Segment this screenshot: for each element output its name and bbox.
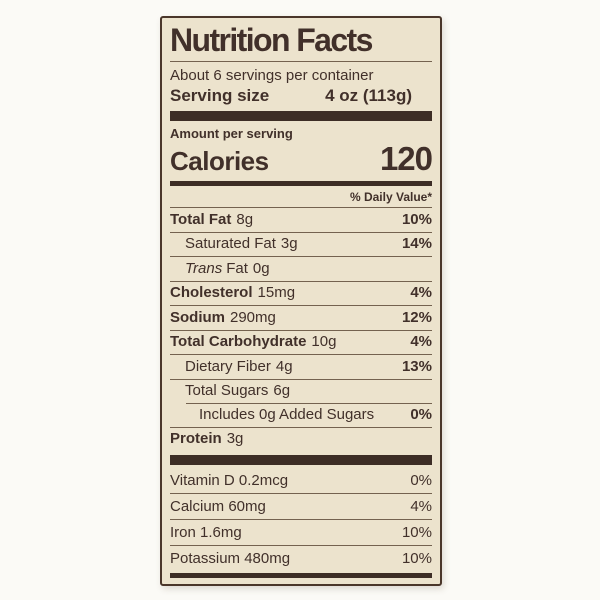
- nutrient-name: Sodium: [170, 308, 225, 326]
- divider-thick-protein: [170, 455, 432, 466]
- nutrient-amount: 3g: [280, 235, 298, 253]
- nutrient-amount: 10g: [311, 333, 337, 351]
- serving-size-label: Serving size: [170, 86, 270, 106]
- vitamin-name: Potassium 480mg: [170, 549, 291, 567]
- footnote-text: The % Daily Value (DV) tells you how muc…: [177, 583, 432, 584]
- nutrient-row: Trans Fat 0g: [170, 256, 432, 281]
- nutrient-amount: 3g: [226, 430, 244, 448]
- nutrient-name: Saturated Fat: [185, 235, 276, 253]
- vitamin-daily-value: 0%: [410, 471, 432, 489]
- nutrient-row: Includes 0g Added Sugars 0%: [170, 403, 432, 427]
- nutrient-daily-value: 13%: [401, 357, 432, 375]
- nutrient-name: Dietary Fiber: [185, 357, 271, 375]
- nutrient-row: Cholesterol 15mg 4%: [170, 280, 432, 306]
- calories-label: Calories: [170, 146, 269, 177]
- nutrient-amount: 6g: [273, 382, 291, 400]
- nutrient-name: Total Carbohydrate: [170, 333, 307, 351]
- nutrient-row: Saturated Fat 3g 14%: [170, 231, 432, 257]
- nutrition-facts-label: Nutrition Facts About 6 servings per con…: [160, 16, 442, 586]
- nutrient-amount: 4g: [275, 357, 293, 375]
- nutrient-row: Protein 3g: [170, 426, 432, 452]
- vitamin-name: Calcium 60mg: [170, 497, 266, 515]
- vitamin-name: Vitamin D 0.2mcg: [170, 471, 289, 489]
- nutrient-row: Total Sugars 6g: [170, 378, 432, 404]
- nutrient-row: Sodium 290mg 12%: [170, 305, 432, 330]
- divider-medium-calories: [170, 181, 432, 187]
- nutrient-daily-value: 10%: [401, 210, 432, 228]
- nutrient-name-italic: Trans: [185, 259, 223, 277]
- daily-value-header: % Daily Value*: [349, 190, 432, 205]
- nutrient-row: Total Fat 8g 10%: [170, 207, 432, 232]
- nutrient-daily-value: 14%: [401, 235, 432, 253]
- nutrient-row: Dietary Fiber 4g 13%: [170, 354, 432, 379]
- nutrient-daily-value: 0%: [410, 405, 432, 423]
- serving-size-row: Serving size 4 oz (113g): [170, 85, 432, 107]
- amount-per-serving: Amount per serving: [170, 126, 293, 142]
- vitamin-daily-value: 10%: [401, 523, 432, 541]
- vitamin-name: Iron 1.6mg: [170, 523, 242, 541]
- calories-value: 120: [379, 140, 433, 178]
- divider-thick-top: [170, 111, 432, 122]
- vitamin-row: Calcium 60mg 4%: [170, 494, 432, 521]
- vitamin-row: Iron 1.6mg 10%: [170, 520, 432, 547]
- footnote-asterisk: *: [170, 583, 177, 584]
- nutrient-name: Protein: [170, 430, 222, 448]
- vitamin-daily-value: 10%: [401, 549, 432, 567]
- nutrient-row: Total Carbohydrate 10g 4%: [170, 329, 432, 355]
- nutrient-rows: Total Fat 8g 10% Saturated Fat 3g 14% Tran…: [170, 207, 432, 451]
- nutrient-name: Includes 0g Added Sugars: [199, 405, 375, 423]
- nutrient-amount: 0g: [252, 259, 270, 277]
- vitamin-row: Vitamin D 0.2mcg 0%: [170, 468, 432, 495]
- divider-medium-footnote: [170, 573, 432, 579]
- serving-size-value: 4 oz (113g): [325, 86, 412, 106]
- nutrient-daily-value: 4%: [410, 284, 432, 302]
- nutrient-amount: 15mg: [257, 284, 296, 302]
- vitamin-rows: Vitamin D 0.2mcg 0% Calcium 60mg 4% Iron…: [170, 468, 432, 571]
- calories-row: Calories 120: [170, 140, 433, 179]
- nutrient-amount: 8g: [236, 210, 254, 228]
- label-title: Nutrition Facts: [170, 23, 432, 62]
- nutrient-daily-value: 4%: [410, 333, 432, 351]
- vitamin-row: Potassium 480mg 10%: [170, 546, 432, 571]
- footnote: * The % Daily Value (DV) tells you how m…: [170, 578, 432, 584]
- nutrient-name: Cholesterol: [170, 284, 253, 302]
- nutrient-amount: 290mg: [230, 308, 276, 326]
- nutrient-name: Total Fat: [170, 210, 232, 228]
- nutrient-name: Total Sugars: [185, 382, 269, 400]
- vitamin-daily-value: 4%: [410, 497, 432, 515]
- servings-per-container: About 6 servings per container: [170, 66, 374, 84]
- nutrient-name: Fat: [226, 259, 248, 277]
- nutrient-daily-value: 12%: [401, 308, 432, 326]
